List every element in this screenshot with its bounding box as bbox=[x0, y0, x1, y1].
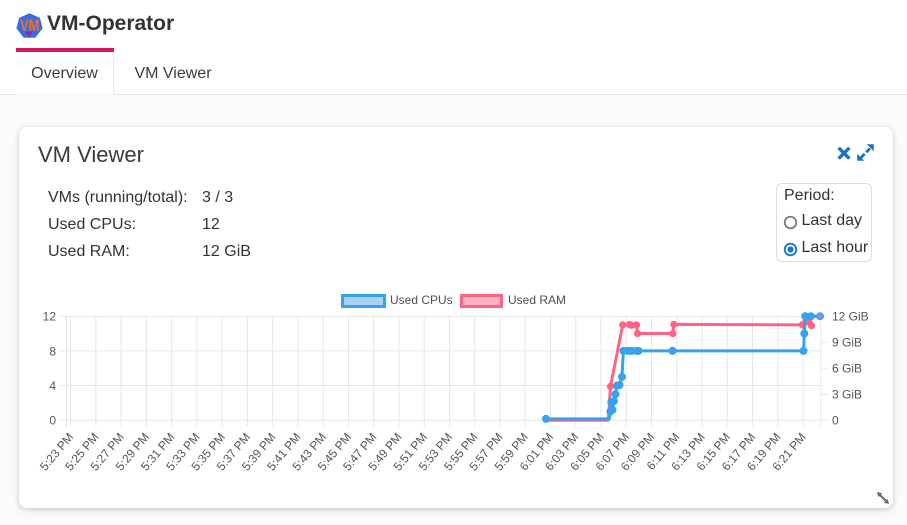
svg-text:0: 0 bbox=[49, 414, 56, 428]
svg-text:12: 12 bbox=[43, 310, 57, 324]
svg-text:0: 0 bbox=[832, 414, 839, 428]
svg-text:8: 8 bbox=[49, 344, 56, 358]
svg-text:12 GiB: 12 GiB bbox=[832, 310, 869, 324]
svg-text:4: 4 bbox=[49, 379, 56, 393]
svg-text:3 GiB: 3 GiB bbox=[832, 388, 862, 402]
svg-text:VM: VM bbox=[20, 17, 39, 35]
svg-text:9 GiB: 9 GiB bbox=[832, 336, 862, 350]
svg-text:6 GiB: 6 GiB bbox=[832, 362, 862, 376]
